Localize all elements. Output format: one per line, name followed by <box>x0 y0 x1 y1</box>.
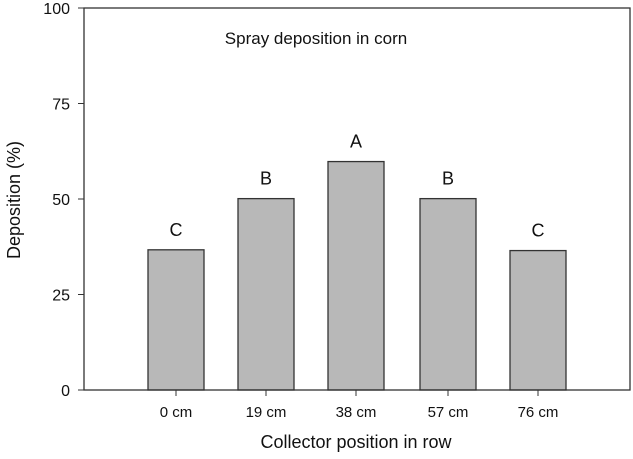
x-tick-label: 38 cm <box>336 404 377 421</box>
significance-letter: A <box>350 132 362 152</box>
x-tick-label: 0 cm <box>160 404 193 421</box>
x-tick-label: 76 cm <box>518 404 559 421</box>
bar-1 <box>237 197 295 391</box>
x-tick-label: 19 cm <box>246 404 287 421</box>
significance-letter: C <box>532 221 545 241</box>
y-tick-label: 75 <box>52 97 70 114</box>
bar-3 <box>419 197 477 391</box>
y-tick-label: 100 <box>43 1 70 18</box>
chart-title: Spray deposition in corn <box>225 29 407 48</box>
significance-letter: B <box>442 169 454 189</box>
y-axis-label: Deposition (%) <box>4 141 24 259</box>
bar-2 <box>327 160 385 391</box>
x-axis-label: Collector position in row <box>260 432 452 452</box>
bar-0 <box>147 249 205 391</box>
y-tick-label: 25 <box>52 288 70 305</box>
significance-letter: C <box>170 220 183 240</box>
y-tick-label: 0 <box>61 383 70 400</box>
bar-4 <box>509 249 567 391</box>
significance-letter: B <box>260 169 272 189</box>
y-tick-label: 50 <box>52 192 70 209</box>
x-tick-label: 57 cm <box>428 404 469 421</box>
